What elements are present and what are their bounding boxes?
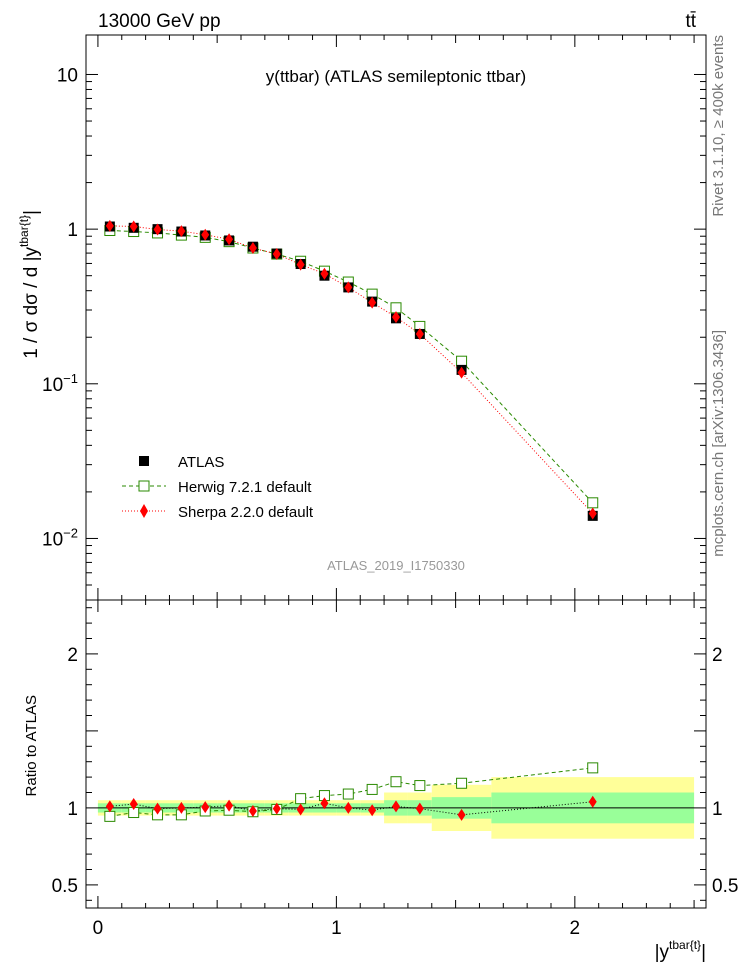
sherpa-ratio-point — [588, 795, 597, 808]
sherpa-point — [129, 220, 138, 233]
y-axis-label-main: 1 / σ dσ / d |ytbar{t}| — [17, 210, 42, 359]
x-tick-label: 0 — [93, 918, 104, 939]
sherpa-ratio-point — [248, 804, 257, 817]
y-tick-label-ratio-right: 0.5 — [712, 876, 738, 897]
herwig-ratio-point — [366, 783, 378, 795]
sherpa-ratio-line — [109, 801, 593, 816]
herwig-ratio-point — [342, 788, 354, 800]
sherpa-ratio-point — [320, 797, 329, 810]
herwig-line — [109, 229, 594, 504]
sherpa-point — [392, 311, 400, 324]
herwig-ratio-point — [390, 776, 402, 788]
sherpa-point — [153, 223, 162, 236]
y-tick-label-main: 1 — [67, 220, 78, 241]
herwig-ratio-point — [456, 777, 468, 789]
y-tick-label-ratio-left: 0.5 — [52, 876, 78, 897]
sherpa-line — [109, 225, 594, 514]
sherpa-ratio-point — [415, 802, 424, 815]
herwig-ratio-line — [109, 767, 593, 817]
herwig-point — [587, 497, 599, 509]
y-tick-label-ratio-left: 1 — [67, 799, 78, 820]
sherpa-ratio-point — [272, 802, 281, 815]
watermark: ATLAS_2019_I1750330 — [327, 558, 465, 573]
sherpa-ratio-point — [105, 800, 114, 813]
legend-atlas-label: ATLAS — [178, 454, 224, 471]
legend-atlas-marker — [139, 456, 149, 466]
sherpa-ratio-point — [392, 800, 400, 813]
legend: ATLAS Herwig 7.2.1 default Sherpa 2.2.0 … — [122, 454, 314, 521]
sherpa-ratio-point — [201, 801, 210, 814]
sherpa-point — [201, 228, 210, 241]
main-axis-ticks: 10−2 10−1 1 10 — [42, 35, 706, 601]
mcplots-label: mcplots.cern.ch [arXiv:1306.3436] — [710, 330, 727, 557]
sherpa-point — [415, 327, 424, 340]
sherpa-point — [457, 366, 466, 379]
legend-herwig-marker — [138, 480, 150, 492]
y-tick-label-ratio-left: 2 — [67, 645, 78, 666]
header-right: tt̄ — [685, 11, 696, 32]
y-tick-label-ratio-right: 1 — [712, 799, 723, 820]
ratio-axis-ticks: 0 1 2 0.5 0.5 1 1 2 2 — [52, 600, 738, 939]
sherpa-point — [344, 281, 353, 294]
ratio-panel — [85, 599, 707, 909]
y-axis-label-ratio: Ratio to ATLAS — [23, 695, 40, 796]
sherpa-point — [272, 248, 281, 261]
ratio-series-marks — [104, 762, 599, 822]
legend-sherpa-label: Sherpa 2.2.0 default — [178, 504, 314, 521]
sherpa-point — [105, 219, 114, 232]
legend-sherpa-marker — [140, 504, 148, 518]
herwig-ratio-point — [295, 793, 307, 805]
sherpa-point — [177, 225, 186, 238]
sherpa-point — [588, 507, 597, 520]
sherpa-ratio-point — [457, 808, 466, 821]
sherpa-ratio-point — [344, 801, 353, 814]
herwig-ratio-point — [104, 810, 116, 822]
header-left: 13000 GeV pp — [98, 11, 221, 32]
y-tick-label-main: 10−1 — [42, 371, 78, 396]
sherpa-point — [248, 242, 257, 255]
sherpa-ratio-point — [177, 801, 186, 814]
y-tick-label-ratio-right: 2 — [712, 645, 723, 666]
y-tick-label-main: 10−2 — [42, 525, 78, 550]
herwig-ratio-point — [414, 780, 426, 792]
sherpa-point — [368, 296, 377, 309]
sherpa-ratio-point — [153, 802, 162, 815]
ratio-frame — [85, 599, 707, 909]
herwig-point — [456, 355, 468, 367]
sherpa-point — [320, 267, 329, 280]
x-tick-label: 1 — [331, 918, 342, 939]
y-tick-label-main: 10 — [57, 65, 78, 86]
sherpa-ratio-point — [368, 804, 377, 817]
sherpa-ratio-point — [296, 803, 305, 816]
sherpa-point — [225, 233, 234, 246]
sherpa-point — [296, 258, 305, 271]
legend-herwig-label: Herwig 7.2.1 default — [178, 479, 312, 496]
x-tick-label: 2 — [570, 918, 581, 939]
sherpa-ratio-point — [225, 799, 234, 812]
sherpa-ratio-point — [129, 798, 138, 811]
chart-title: y(ttbar) (ATLAS semileptonic ttbar) — [266, 67, 526, 86]
ratio-series-lines — [109, 767, 593, 817]
main-series-lines — [109, 225, 594, 514]
rivet-label: Rivet 3.1.10, ≥ 400k events — [710, 35, 727, 217]
main-series-marks — [104, 219, 599, 521]
herwig-ratio-point — [587, 762, 599, 774]
x-axis-label: |ytbar{t}| — [655, 938, 706, 963]
